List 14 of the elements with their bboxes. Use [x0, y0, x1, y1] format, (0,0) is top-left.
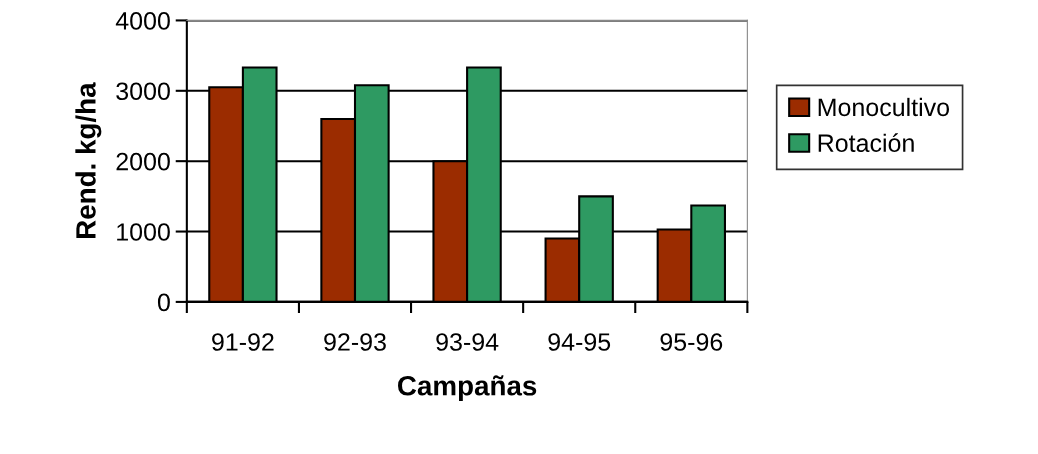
x-tick-label: 95-96 [660, 333, 723, 351]
y-tick-label: 4000 [115, 12, 170, 30]
x-tick-label: 94-95 [548, 333, 611, 351]
y-tick-label: 2000 [116, 152, 170, 171]
y-axis-title: Rend. kg/ha [75, 82, 102, 239]
y-tick-label: 0 [157, 293, 170, 312]
x-tick-label: 92-93 [324, 333, 386, 351]
legend-label: Monocultivo [818, 97, 950, 117]
x-tick-label: 93-94 [436, 333, 499, 351]
y-tick-label: 3000 [116, 82, 170, 101]
y-tick-label: 1000 [117, 223, 170, 241]
x-tick-label: 91-92 [212, 333, 274, 351]
legend-label: Rotación [818, 133, 914, 153]
x-axis-title: Campañas [398, 375, 537, 402]
